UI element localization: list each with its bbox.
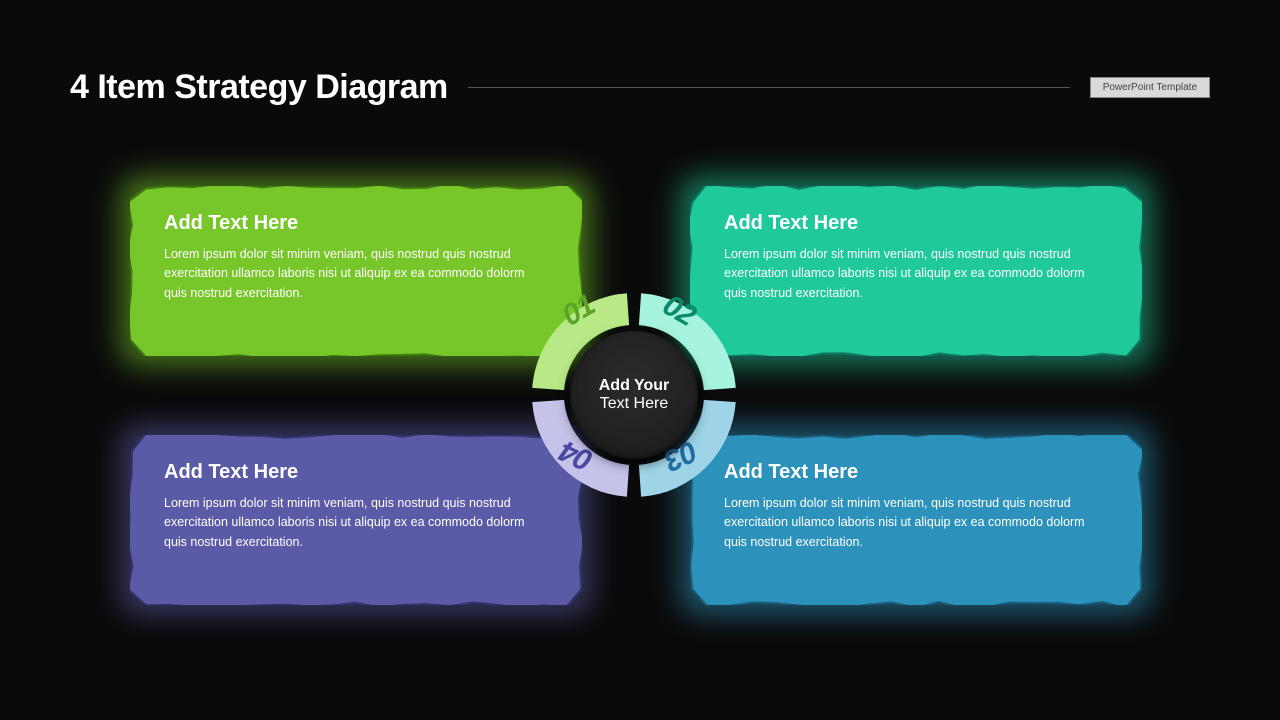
card-title: Add Text Here	[164, 212, 548, 235]
template-badge: PowerPoint Template	[1090, 77, 1210, 98]
center-hub: 01020304 Add Your Text Here	[525, 286, 743, 504]
card-body: Lorem ipsum dolor sit minim veniam, quis…	[724, 245, 1108, 303]
card-body: Lorem ipsum dolor sit minim veniam, quis…	[164, 494, 548, 552]
card-title: Add Text Here	[724, 461, 1108, 484]
header: 4 Item Strategy Diagram PowerPoint Templ…	[70, 68, 1210, 107]
hub-center-circle: Add Your Text Here	[570, 331, 698, 459]
card-body: Lorem ipsum dolor sit minim veniam, quis…	[724, 494, 1108, 552]
hub-text-line2: Text Here	[600, 395, 668, 413]
strategy-card-3: Add Text Here Lorem ipsum dolor sit minim…	[130, 435, 582, 605]
title-divider	[468, 87, 1070, 88]
strategy-card-1: Add Text Here Lorem ipsum dolor sit minim…	[130, 186, 582, 356]
card-title: Add Text Here	[724, 212, 1108, 235]
card-body: Lorem ipsum dolor sit minim veniam, quis…	[164, 245, 548, 303]
card-title: Add Text Here	[164, 461, 548, 484]
strategy-card-2: Add Text Here Lorem ipsum dolor sit minim…	[690, 186, 1142, 356]
page-title: 4 Item Strategy Diagram	[70, 68, 448, 107]
hub-text-line1: Add Your	[599, 377, 670, 395]
strategy-card-4: Add Text Here Lorem ipsum dolor sit minim…	[690, 435, 1142, 605]
